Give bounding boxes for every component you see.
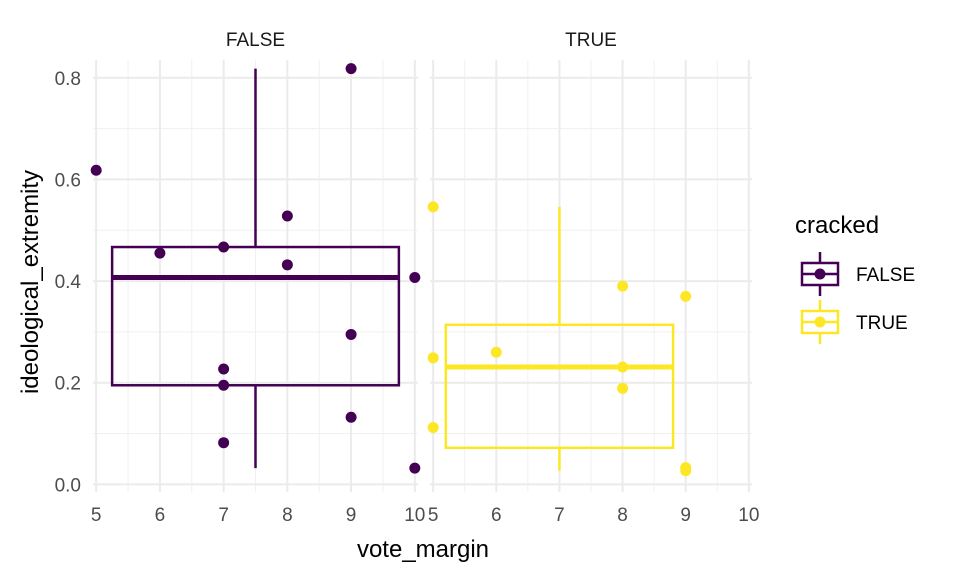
- x-tick-label: 8: [282, 505, 293, 526]
- data-point: [281, 259, 293, 271]
- y-axis-title: ideological_extremity: [17, 170, 44, 394]
- data-point: [218, 363, 230, 375]
- data-point: [218, 241, 230, 253]
- legend-key-false: FALSE: [800, 252, 915, 296]
- x-tick-label: 9: [680, 505, 691, 526]
- facet-strip-label: TRUE: [565, 30, 617, 51]
- data-point: [345, 411, 357, 423]
- x-tick-label: 9: [346, 505, 357, 526]
- gridlines: [430, 60, 752, 492]
- x-tick-label: 8: [617, 505, 628, 526]
- y-tick-label: 0.8: [55, 69, 81, 90]
- legend: cracked FALSE TRUE: [795, 212, 915, 344]
- data-point: [617, 361, 629, 373]
- facet-panel-true: TRUE: [427, 30, 752, 492]
- facet-panel-false: FALSE: [90, 30, 421, 492]
- data-point: [409, 462, 421, 474]
- x-tick-label: 7: [218, 505, 229, 526]
- x-tick-label: 7: [554, 505, 565, 526]
- boxplot-false: [110, 68, 401, 469]
- data-point: [427, 201, 439, 213]
- data-point: [490, 346, 502, 358]
- boxplot-true: [444, 206, 675, 471]
- x-tick-label: 10: [738, 505, 759, 526]
- box-iqr: [444, 323, 675, 450]
- data-point: [427, 421, 439, 433]
- legend-point: [814, 268, 826, 280]
- y-tick-label: 0.6: [55, 170, 81, 191]
- legend-point: [814, 316, 826, 328]
- data-point: [218, 379, 230, 391]
- data-point: [218, 437, 230, 449]
- data-point: [345, 328, 357, 340]
- x-tick-label: 10: [404, 505, 425, 526]
- data-point: [617, 280, 629, 292]
- data-point: [680, 465, 692, 477]
- y-tick-label: 0.4: [55, 272, 82, 293]
- legend-keys: FALSE TRUE: [800, 252, 915, 344]
- x-tick-label: 6: [491, 505, 502, 526]
- data-point: [154, 247, 166, 259]
- data-points: [427, 201, 692, 477]
- facet-strip-label: FALSE: [226, 30, 285, 51]
- data-point: [281, 210, 293, 222]
- facets-layer: FALSE TRUE: [90, 30, 752, 492]
- y-tick-label: 0.2: [55, 374, 81, 395]
- data-point: [90, 164, 102, 176]
- box-iqr: [110, 245, 401, 387]
- y-axis: 0.0 0.2 0.4 0.6 0.8: [55, 69, 82, 497]
- data-point: [680, 290, 692, 302]
- x-tick-label: 5: [428, 505, 439, 526]
- data-point: [409, 272, 421, 284]
- x-axis-title: vote_margin: [357, 536, 489, 563]
- data-point: [617, 382, 629, 394]
- legend-key-true: TRUE: [800, 300, 908, 344]
- y-tick-label: 0.0: [55, 475, 81, 496]
- legend-label: TRUE: [856, 313, 908, 334]
- legend-title: cracked: [795, 212, 879, 239]
- x-axis: 5 6 7 8 9 10 5 6 7 8 9 10: [91, 505, 760, 526]
- legend-label: FALSE: [856, 265, 915, 286]
- x-tick-label: 5: [91, 505, 102, 526]
- x-tick-label: 6: [155, 505, 166, 526]
- data-point: [345, 63, 357, 75]
- data-point: [427, 352, 439, 364]
- data-points: [90, 63, 421, 474]
